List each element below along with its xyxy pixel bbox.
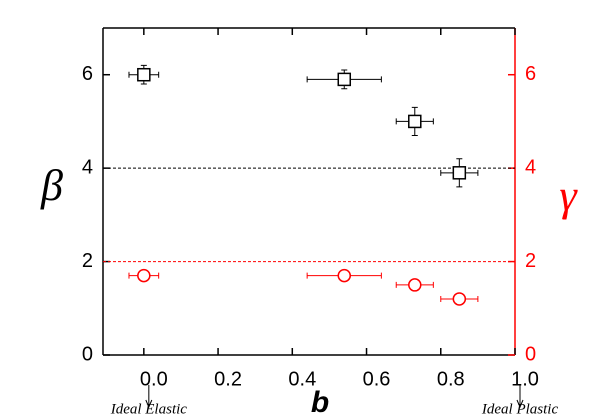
annotation: Ideal Elastic bbox=[110, 401, 188, 417]
y2-tick-label: 4 bbox=[525, 156, 536, 178]
x-tick-label: 1.0 bbox=[511, 368, 539, 390]
y-tick-label: 6 bbox=[82, 63, 93, 85]
annotation: Ideal Plastic bbox=[481, 401, 559, 417]
x-tick-label: 0.6 bbox=[363, 368, 391, 390]
y-tick-label: 0 bbox=[82, 343, 93, 365]
x-axis-label: b bbox=[311, 386, 329, 417]
annotation-arrow bbox=[516, 385, 524, 409]
point bbox=[452, 166, 467, 180]
x-tick-label: 0.8 bbox=[437, 368, 465, 390]
x-tick-label: 0.2 bbox=[214, 368, 242, 390]
annotation-arrow bbox=[145, 385, 153, 409]
point bbox=[337, 72, 352, 87]
y2-tick-label: 2 bbox=[525, 250, 536, 272]
y-axis-label: β bbox=[40, 161, 63, 210]
y2-tick-label: 0 bbox=[525, 343, 536, 365]
x-tick-label: 0.0 bbox=[140, 368, 168, 390]
y-tick-label: 2 bbox=[82, 250, 93, 272]
point bbox=[137, 268, 151, 283]
point bbox=[337, 268, 352, 283]
x-tick-label: 0.4 bbox=[288, 368, 316, 390]
y-tick-label: 4 bbox=[82, 156, 93, 178]
point bbox=[452, 292, 467, 306]
point bbox=[408, 278, 422, 292]
y2-axis-label: γ bbox=[559, 171, 578, 220]
point bbox=[137, 67, 151, 82]
y2-tick-label: 6 bbox=[525, 63, 536, 85]
point bbox=[408, 114, 422, 129]
